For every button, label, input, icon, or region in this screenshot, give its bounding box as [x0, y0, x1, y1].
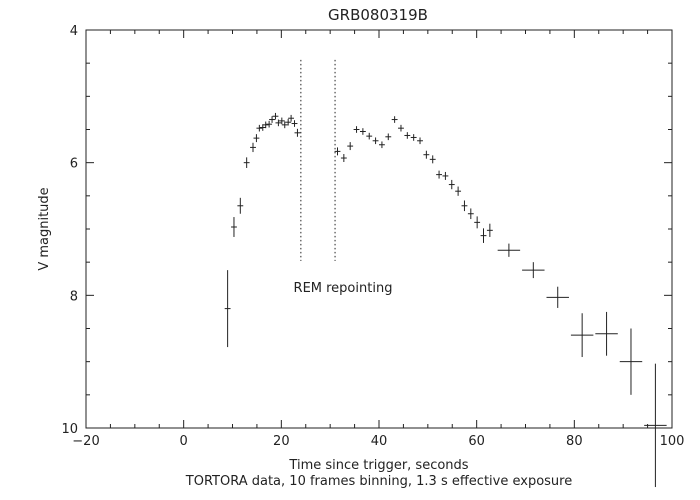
data-point — [391, 116, 398, 123]
y-tick-label: 4 — [70, 24, 78, 39]
data-point — [546, 286, 569, 308]
data-point — [281, 121, 288, 129]
x-axis-sublabel: TORTORA data, 10 frames binning, 1.3 s e… — [185, 474, 572, 489]
data-points — [224, 112, 667, 488]
data-point — [379, 141, 385, 149]
data-point — [262, 121, 269, 129]
data-point — [278, 117, 285, 125]
data-point — [455, 186, 462, 196]
data-point — [442, 171, 449, 180]
data-point — [404, 132, 411, 139]
data-point — [480, 228, 487, 243]
data-point — [275, 119, 282, 127]
x-tick-label: 40 — [371, 434, 388, 449]
data-point — [474, 216, 481, 229]
chart-title: GRB080319B — [328, 6, 428, 24]
data-point — [256, 124, 263, 132]
data-point — [291, 120, 298, 127]
repointing-gap-markers — [300, 59, 336, 261]
y-axis-label: V magnitude — [37, 187, 52, 270]
y-tick-label: 8 — [70, 289, 78, 304]
data-point — [423, 150, 430, 159]
data-point — [385, 133, 392, 141]
x-tick-label: 100 — [660, 434, 685, 449]
data-point — [294, 128, 301, 137]
data-point — [224, 270, 231, 348]
data-point — [353, 126, 360, 133]
data-point — [429, 155, 436, 164]
y-tick-label: 10 — [61, 422, 78, 437]
data-point — [366, 132, 373, 140]
data-point — [570, 313, 594, 358]
data-point — [436, 170, 442, 179]
data-point — [285, 118, 292, 126]
data-point — [347, 142, 354, 151]
data-point — [619, 328, 643, 395]
data-point — [272, 112, 279, 120]
data-point — [359, 128, 366, 135]
x-axis-ticks: −20 0 20 40 60 80 100 — [72, 30, 684, 449]
data-point — [448, 179, 455, 190]
x-tick-label: 0 — [180, 434, 188, 449]
y-tick-label: 6 — [70, 157, 78, 172]
data-point — [372, 137, 379, 145]
x-tick-label: 80 — [566, 434, 583, 449]
data-point — [253, 134, 260, 143]
data-point — [231, 217, 237, 237]
y-axis-ticks: 4 6 8 10 — [61, 24, 672, 437]
x-axis-label: Time since trigger, seconds — [288, 458, 468, 473]
data-point — [497, 243, 521, 257]
data-point — [288, 114, 295, 122]
data-point — [237, 197, 244, 214]
x-tick-label: −20 — [72, 434, 99, 449]
data-point — [243, 157, 250, 168]
x-tick-label: 60 — [468, 434, 485, 449]
data-point — [266, 120, 273, 128]
data-point — [334, 147, 341, 156]
data-point — [410, 134, 417, 141]
data-point — [595, 311, 618, 356]
data-point — [340, 154, 347, 163]
data-point — [269, 116, 275, 123]
data-point — [522, 262, 545, 279]
data-point — [398, 124, 404, 132]
plot-frame — [85, 29, 673, 429]
rem-repointing-annotation: REM repointing — [294, 281, 393, 296]
data-point — [644, 363, 667, 488]
data-point — [461, 200, 468, 212]
data-point — [250, 142, 256, 153]
data-point — [486, 223, 493, 237]
x-tick-label: 20 — [273, 434, 290, 449]
data-point — [467, 208, 474, 220]
data-point — [417, 137, 423, 145]
